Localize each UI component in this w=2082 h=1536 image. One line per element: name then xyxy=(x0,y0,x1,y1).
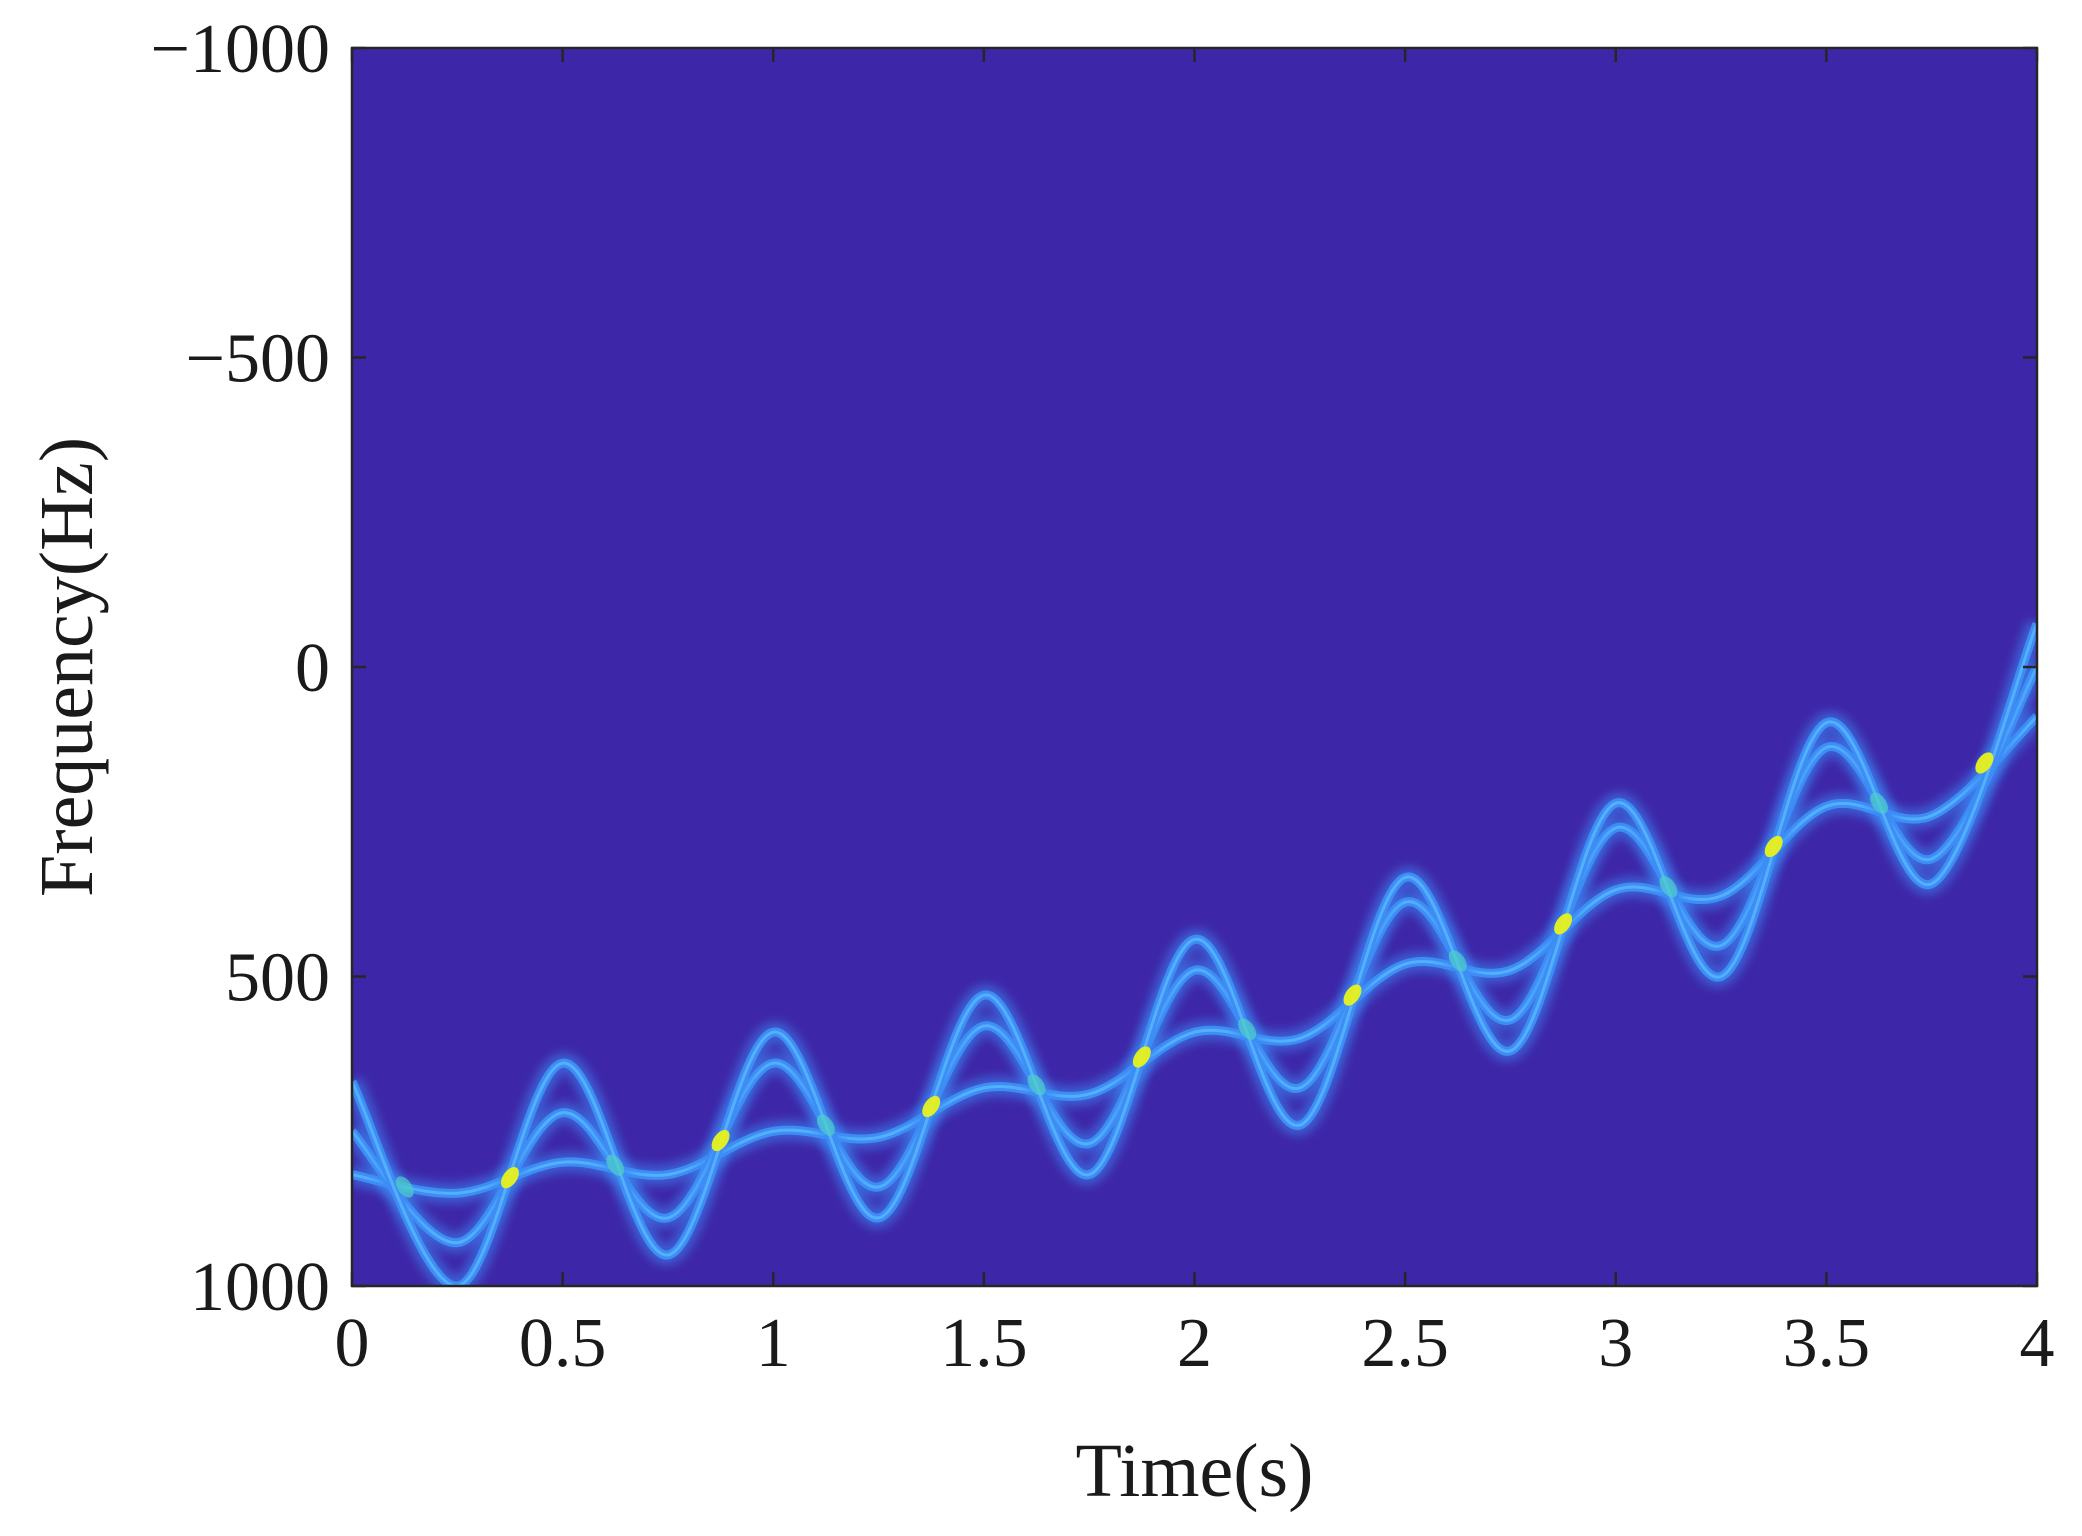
y-axis-ticks: −1000 −500 0 500 1000 xyxy=(151,11,2037,1326)
x-tick-label: 0 xyxy=(335,1305,370,1382)
y-tick-label: −1000 xyxy=(151,11,330,88)
plot-area xyxy=(352,48,2037,1286)
crossing-point xyxy=(1238,1018,1257,1040)
crossing-point xyxy=(816,1114,835,1136)
x-tick-label: 2.5 xyxy=(1361,1305,1449,1382)
crossing-layer xyxy=(395,752,1994,1198)
x-tick-label: 3.5 xyxy=(1783,1305,1871,1382)
crossing-point xyxy=(1870,792,1888,814)
crossing-point xyxy=(501,1167,519,1189)
crossing-point xyxy=(1975,752,1994,774)
y-tick-label: 1000 xyxy=(190,1249,330,1326)
crossing-point xyxy=(606,1154,625,1176)
y-tick-label: 500 xyxy=(225,940,330,1017)
x-tick-label: 1.5 xyxy=(940,1305,1028,1382)
crossing-point xyxy=(1343,984,1362,1006)
crossing-point xyxy=(395,1176,414,1198)
ridge-core-3 xyxy=(352,623,2037,1286)
x-tick-label: 1 xyxy=(756,1305,791,1382)
x-tick-label: 0.5 xyxy=(519,1305,607,1382)
crossing-point xyxy=(1448,950,1467,972)
y-axis-label: Frequency(Hz) xyxy=(25,437,109,897)
y-tick-label: 0 xyxy=(295,630,330,707)
x-tick-label: 4 xyxy=(2020,1305,2055,1382)
y-tick-label: −500 xyxy=(186,321,330,398)
crossing-point xyxy=(922,1095,941,1118)
x-tick-label: 3 xyxy=(1598,1305,1633,1382)
crossing-point xyxy=(1659,876,1678,898)
crossing-point xyxy=(1027,1074,1046,1096)
crossing-point xyxy=(1132,1046,1151,1068)
x-axis-ticks: 0 0.5 1 1.5 2 2.5 3 3.5 4 xyxy=(335,48,2055,1382)
x-axis-label: Time(s) xyxy=(1076,1429,1314,1513)
crossing-point xyxy=(1554,913,1573,935)
crossing-point xyxy=(711,1129,730,1152)
crossing-point xyxy=(1764,835,1783,858)
x-tick-label: 2 xyxy=(1177,1305,1212,1382)
